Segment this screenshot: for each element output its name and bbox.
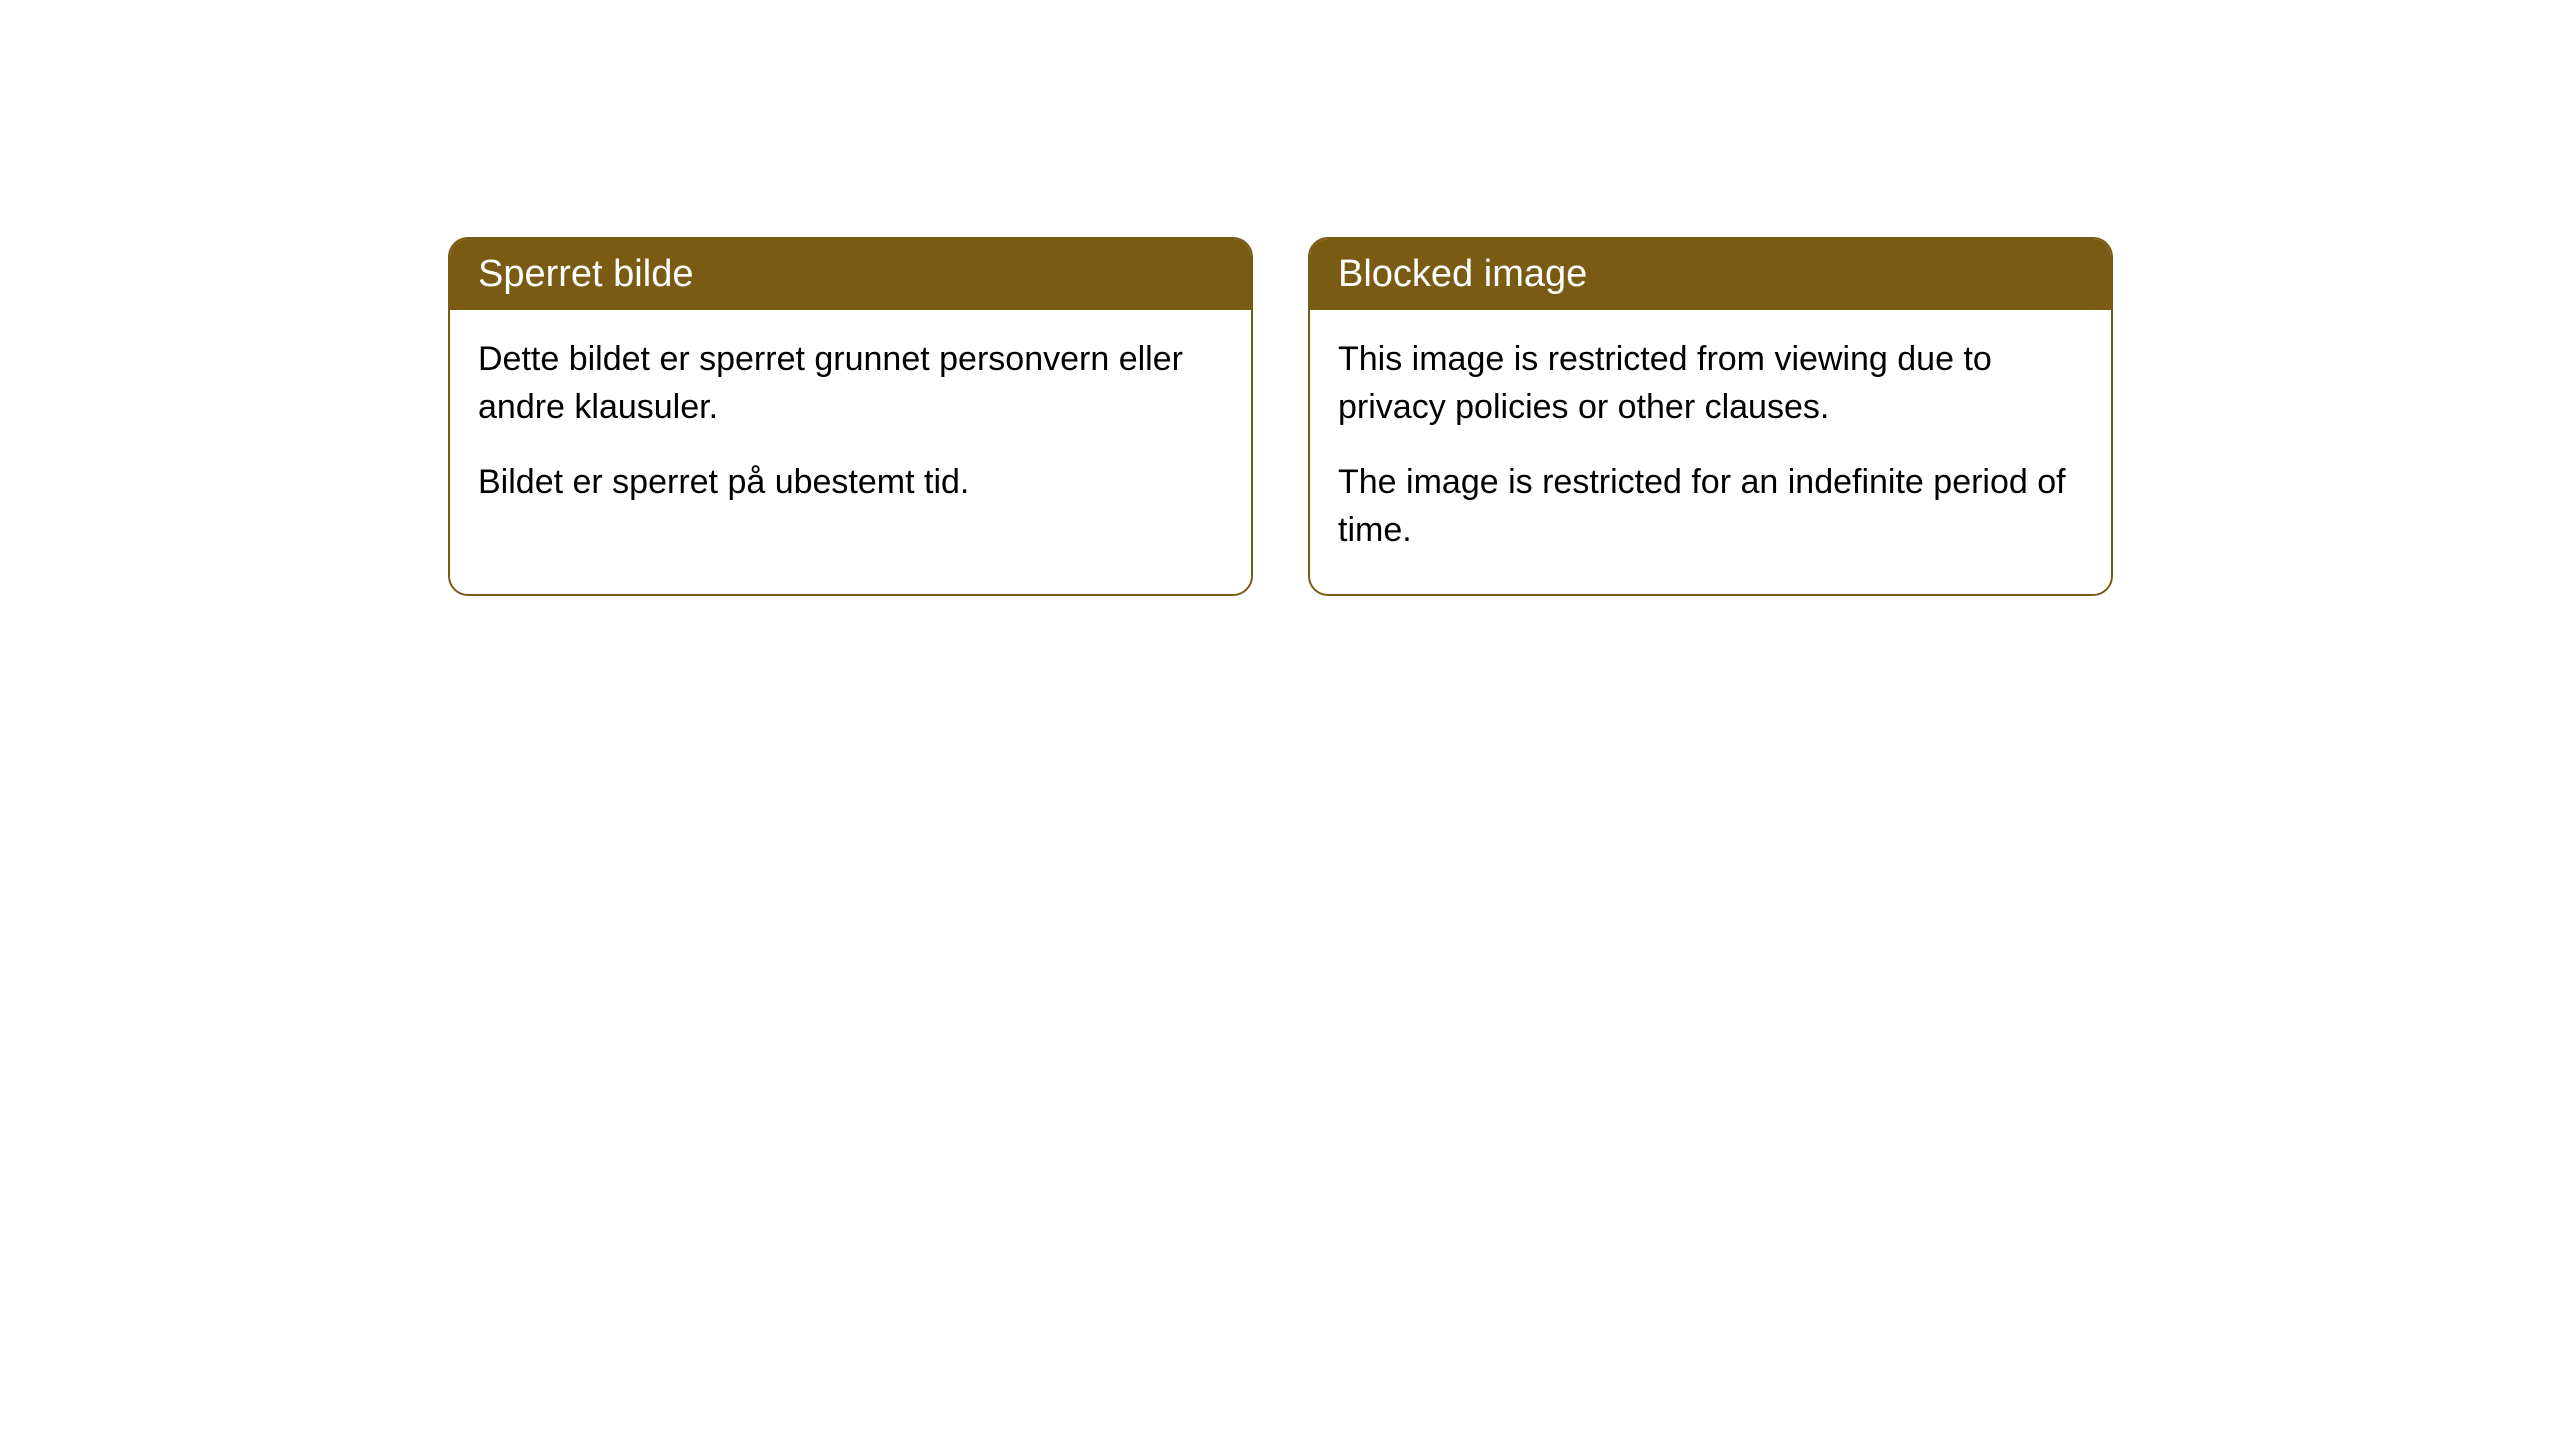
card-header: Sperret bilde	[450, 239, 1251, 310]
card-body: Dette bildet er sperret grunnet personve…	[450, 310, 1251, 547]
card-paragraph: The image is restricted for an indefinit…	[1338, 459, 2083, 554]
card-title: Blocked image	[1338, 253, 1587, 295]
card-header: Blocked image	[1310, 239, 2111, 310]
card-paragraph: Dette bildet er sperret grunnet personve…	[478, 336, 1223, 431]
notice-card-norwegian: Sperret bilde Dette bildet er sperret gr…	[448, 237, 1253, 596]
card-title: Sperret bilde	[478, 253, 693, 295]
notice-card-english: Blocked image This image is restricted f…	[1308, 237, 2113, 596]
card-paragraph: Bildet er sperret på ubestemt tid.	[478, 459, 1223, 507]
card-paragraph: This image is restricted from viewing du…	[1338, 336, 2083, 431]
notice-cards-container: Sperret bilde Dette bildet er sperret gr…	[448, 237, 2113, 596]
card-body: This image is restricted from viewing du…	[1310, 310, 2111, 594]
